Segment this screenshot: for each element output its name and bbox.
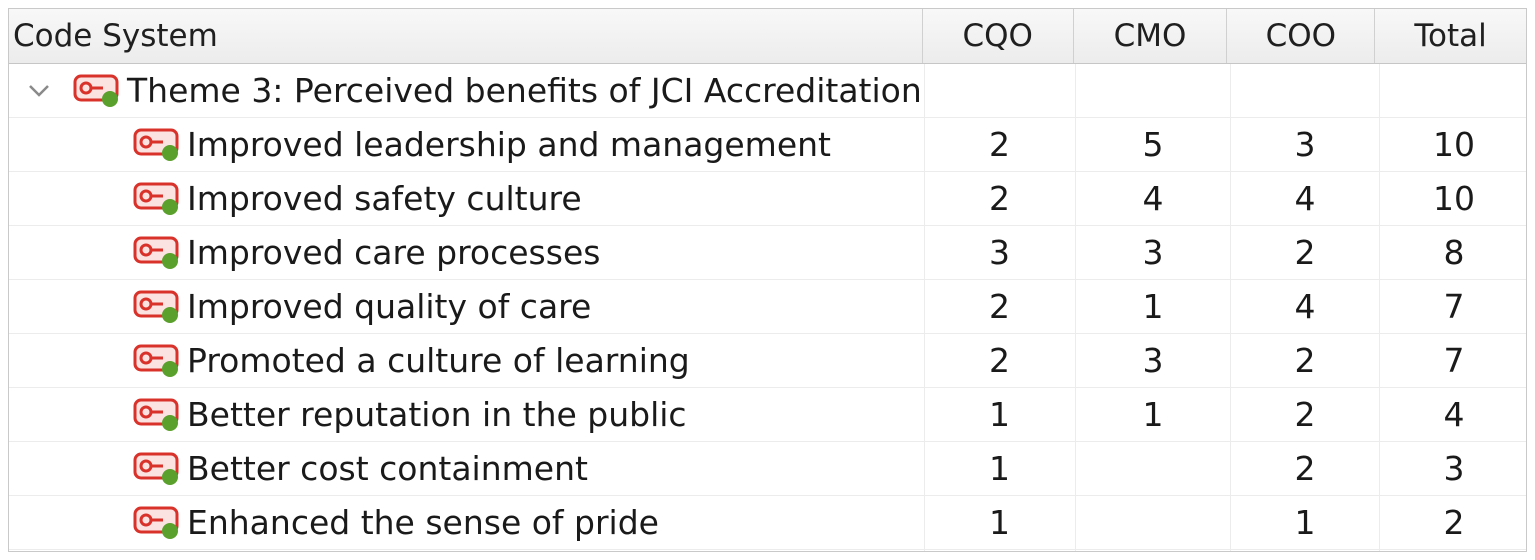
cqo-count: 2 <box>989 179 1010 218</box>
column-divider <box>1230 64 1231 551</box>
cqo-count: 2 <box>989 125 1010 164</box>
cqo-count: 2 <box>989 287 1010 326</box>
coo-count: 2 <box>1294 341 1316 380</box>
code-label: Improved quality of care <box>187 287 592 326</box>
table-row[interactable]: Improved care processes 3 3 2 8 <box>9 226 1526 280</box>
coo-count: 2 <box>1294 449 1316 488</box>
cmo-count <box>1076 442 1230 496</box>
cmo-count: 5 <box>1142 125 1164 164</box>
table-row[interactable]: Enhanced the sense of pride 1 1 2 <box>9 496 1526 550</box>
code-label: Improved care processes <box>187 233 601 272</box>
chevron-down-icon[interactable] <box>25 77 53 105</box>
code-label: Promoted a culture of learning <box>187 341 690 380</box>
table-body: Theme 3: Perceived benefits of JCI Accre… <box>9 64 1526 551</box>
column-header-coo[interactable]: COO <box>1227 9 1376 63</box>
cmo-count: 1 <box>1142 287 1164 326</box>
code-icon <box>133 344 181 378</box>
code-icon <box>73 74 121 108</box>
total-count: 10 <box>1433 125 1475 164</box>
total-count: 3 <box>1443 449 1465 488</box>
table-row[interactable]: Better reputation in the public 1 1 2 4 <box>9 388 1526 442</box>
cmo-count: 3 <box>1142 341 1164 380</box>
cmo-count <box>1076 496 1230 550</box>
total-count: 8 <box>1443 233 1465 272</box>
column-header-code-system[interactable]: Code System <box>9 9 923 63</box>
code-label: Improved leadership and management <box>187 125 831 164</box>
coo-count: 1 <box>1294 503 1316 542</box>
theme-row[interactable]: Theme 3: Perceived benefits of JCI Accre… <box>9 64 1526 118</box>
total-count: 7 <box>1443 287 1465 326</box>
table-header: Code System CQO CMO COO Total <box>9 9 1526 64</box>
total-count: 10 <box>1433 179 1475 218</box>
code-label: Better cost containment <box>187 449 588 488</box>
cqo-count: 3 <box>989 233 1010 272</box>
column-header-cqo[interactable]: CQO <box>923 9 1074 63</box>
total-count: 4 <box>1443 395 1465 434</box>
code-label: Enhanced the sense of pride <box>187 503 659 542</box>
code-system-table: Code System CQO CMO COO Total Theme 3: P… <box>8 8 1527 552</box>
code-icon <box>133 236 181 270</box>
coo-count: 2 <box>1294 395 1316 434</box>
total-count: 7 <box>1443 341 1465 380</box>
column-divider <box>1075 64 1076 551</box>
column-header-total[interactable]: Total <box>1414 18 1487 54</box>
table-row[interactable]: Promoted a culture of learning 2 3 2 7 <box>9 334 1526 388</box>
table-row[interactable]: Better cost containment 1 2 3 <box>9 442 1526 496</box>
code-icon <box>133 182 181 216</box>
column-header-cmo[interactable]: CMO <box>1074 9 1228 63</box>
code-label: Improved safety culture <box>187 179 582 218</box>
column-divider <box>924 64 925 551</box>
code-icon <box>133 506 181 540</box>
cmo-count: 1 <box>1142 395 1164 434</box>
cmo-count: 3 <box>1142 233 1164 272</box>
code-label: Better reputation in the public <box>187 395 687 434</box>
cqo-count: 1 <box>989 395 1010 434</box>
table-row[interactable]: Improved safety culture 2 4 4 10 <box>9 172 1526 226</box>
code-icon <box>133 452 181 486</box>
cqo-count: 2 <box>989 341 1010 380</box>
coo-count: 3 <box>1294 125 1316 164</box>
coo-count: 2 <box>1294 233 1316 272</box>
theme-label: Theme 3: Perceived benefits of JCI Accre… <box>127 71 922 110</box>
code-icon <box>133 128 181 162</box>
code-icon <box>133 290 181 324</box>
code-icon <box>133 398 181 432</box>
table-row[interactable]: Improved leadership and management 2 5 3 10 <box>9 118 1526 172</box>
cmo-count: 4 <box>1142 179 1164 218</box>
table-row[interactable]: Improved quality of care 2 1 4 7 <box>9 280 1526 334</box>
column-divider <box>1379 64 1380 551</box>
cqo-count: 1 <box>989 503 1010 542</box>
coo-count: 4 <box>1294 287 1316 326</box>
cqo-count: 1 <box>989 449 1010 488</box>
total-count: 2 <box>1443 503 1465 542</box>
coo-count: 4 <box>1294 179 1316 218</box>
